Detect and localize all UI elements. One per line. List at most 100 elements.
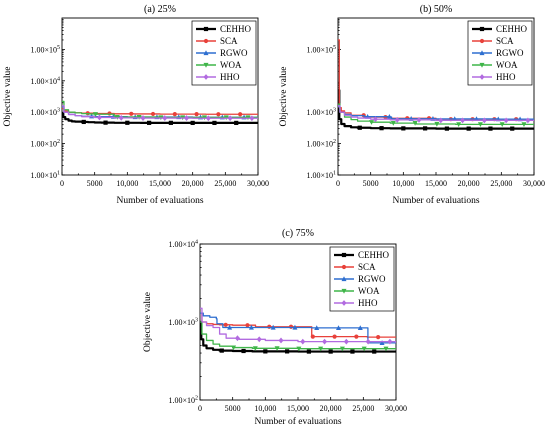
series-group — [338, 39, 534, 131]
legend: CEHHO SCA RGWO WOA HHO — [329, 246, 395, 312]
data-point — [386, 113, 392, 119]
y-tick-label-0: 1.00×102 — [168, 396, 198, 406]
data-point — [118, 114, 124, 121]
data-point — [379, 126, 384, 131]
data-point — [129, 111, 134, 116]
legend-label-rgwo: RGWO — [496, 48, 524, 58]
legend-marker-rgwo — [341, 276, 347, 282]
legend-marker-cehho — [341, 252, 347, 258]
x-tick-label-1: 5000 — [225, 404, 241, 413]
data-point — [140, 115, 146, 121]
data-point — [383, 346, 389, 352]
data-point — [267, 324, 272, 329]
data-point — [150, 111, 156, 117]
data-point — [401, 126, 406, 131]
y-tick-label-0: 1.00×101 — [30, 171, 60, 181]
data-point — [125, 120, 130, 125]
series-line-cehho — [62, 112, 258, 125]
y-axis-label: Objective value — [3, 67, 13, 127]
data-point — [263, 349, 268, 354]
data-point — [234, 120, 239, 126]
data-point — [223, 322, 228, 327]
data-point — [336, 325, 342, 331]
legend-label-cehho: CEHHO — [496, 24, 527, 34]
x-tick-label-4: 20,000 — [182, 179, 204, 188]
y-axis-label: Objective value — [279, 67, 289, 127]
x-tick-label-4: 20,000 — [458, 179, 480, 188]
legend-marker-hho — [341, 300, 347, 306]
legend-label-sca: SCA — [358, 262, 376, 272]
legend-marker-cehho — [479, 26, 485, 32]
data-point — [194, 111, 199, 117]
data-point — [372, 349, 377, 354]
legend-marker-rgwo — [479, 50, 485, 56]
data-point — [318, 346, 324, 352]
chart-b: (b) 50% 0 5000 10,000 15,000 20,000 25,000 30,0… — [279, 4, 545, 206]
legend-label-cehho: CEHHO — [358, 250, 389, 260]
chart-c: (c) 75% 0 5000 10,000 15,000 20,000 25,000 30,0… — [143, 228, 407, 427]
data-point — [499, 122, 505, 128]
data-point — [234, 335, 240, 342]
data-point — [310, 334, 315, 339]
data-point — [503, 117, 509, 124]
data-point — [241, 348, 246, 354]
data-point — [466, 126, 471, 131]
data-point — [292, 324, 298, 330]
x-tick-label-6: 30,000 — [247, 179, 269, 188]
data-point — [488, 126, 493, 131]
data-point — [350, 349, 355, 354]
data-point — [460, 117, 466, 124]
x-tick-label-0: 0 — [60, 179, 64, 188]
x-tick-label-6: 30,000 — [385, 404, 407, 413]
data-point — [81, 119, 86, 125]
data-point — [477, 122, 483, 128]
data-point — [205, 115, 211, 122]
legend-marker-hho — [479, 74, 485, 80]
chart-a: (a) 25% 0 5000 10,000 15,000 20,000 25,000 30,0… — [3, 4, 269, 206]
x-axis-label: Number of evaluations — [116, 195, 203, 206]
data-point — [96, 114, 102, 121]
x-tick-label-2: 10,000 — [116, 179, 138, 188]
series-line-cehho — [200, 320, 396, 353]
data-point — [481, 117, 487, 124]
series-line-sca — [200, 312, 396, 338]
legend-label-hho: HHO — [496, 72, 516, 82]
legend-marker-sca — [479, 38, 485, 44]
data-point — [172, 111, 177, 117]
legend-label-woa: WOA — [220, 60, 242, 70]
x-tick-label-0: 0 — [198, 404, 202, 413]
legend-label-rgwo: RGWO — [358, 274, 386, 284]
y-tick-label-2: 1.00×103 — [306, 108, 336, 118]
legend: CEHHO SCA RGWO WOA HHO — [467, 20, 533, 86]
legend-marker-woa — [203, 62, 209, 68]
x-tick-label-6: 30,000 — [523, 179, 545, 188]
y-tick-label-4: 1.00×105 — [30, 45, 60, 55]
y-axis-label: Objective value — [143, 292, 153, 352]
data-point — [343, 338, 349, 345]
data-point — [339, 346, 345, 352]
legend: CEHHO SCA RGWO WOA HHO — [191, 20, 257, 86]
data-point — [274, 346, 280, 352]
data-point — [361, 346, 367, 352]
x-tick-label-0: 0 — [336, 179, 340, 188]
data-point — [322, 338, 328, 345]
legend-marker-sca — [341, 264, 347, 270]
data-point — [314, 325, 320, 331]
y-tick-label-0: 1.00×101 — [306, 171, 336, 181]
data-point — [216, 112, 221, 117]
series-line-hho — [200, 307, 396, 343]
chart-title: (b) 50% — [420, 4, 453, 15]
y-tick-label-1: 1.00×103 — [168, 318, 198, 328]
y-tick-label-3: 1.00×104 — [30, 76, 60, 86]
data-point — [434, 121, 440, 127]
data-point — [357, 125, 362, 130]
series-line-rgwo — [200, 312, 396, 344]
x-axis-label: Number of evaluations — [254, 416, 341, 427]
data-point — [103, 120, 108, 125]
data-point — [306, 349, 311, 354]
data-point — [328, 349, 333, 354]
data-point — [256, 336, 262, 343]
legend-label-sca: SCA — [220, 36, 238, 46]
data-point — [219, 348, 224, 353]
